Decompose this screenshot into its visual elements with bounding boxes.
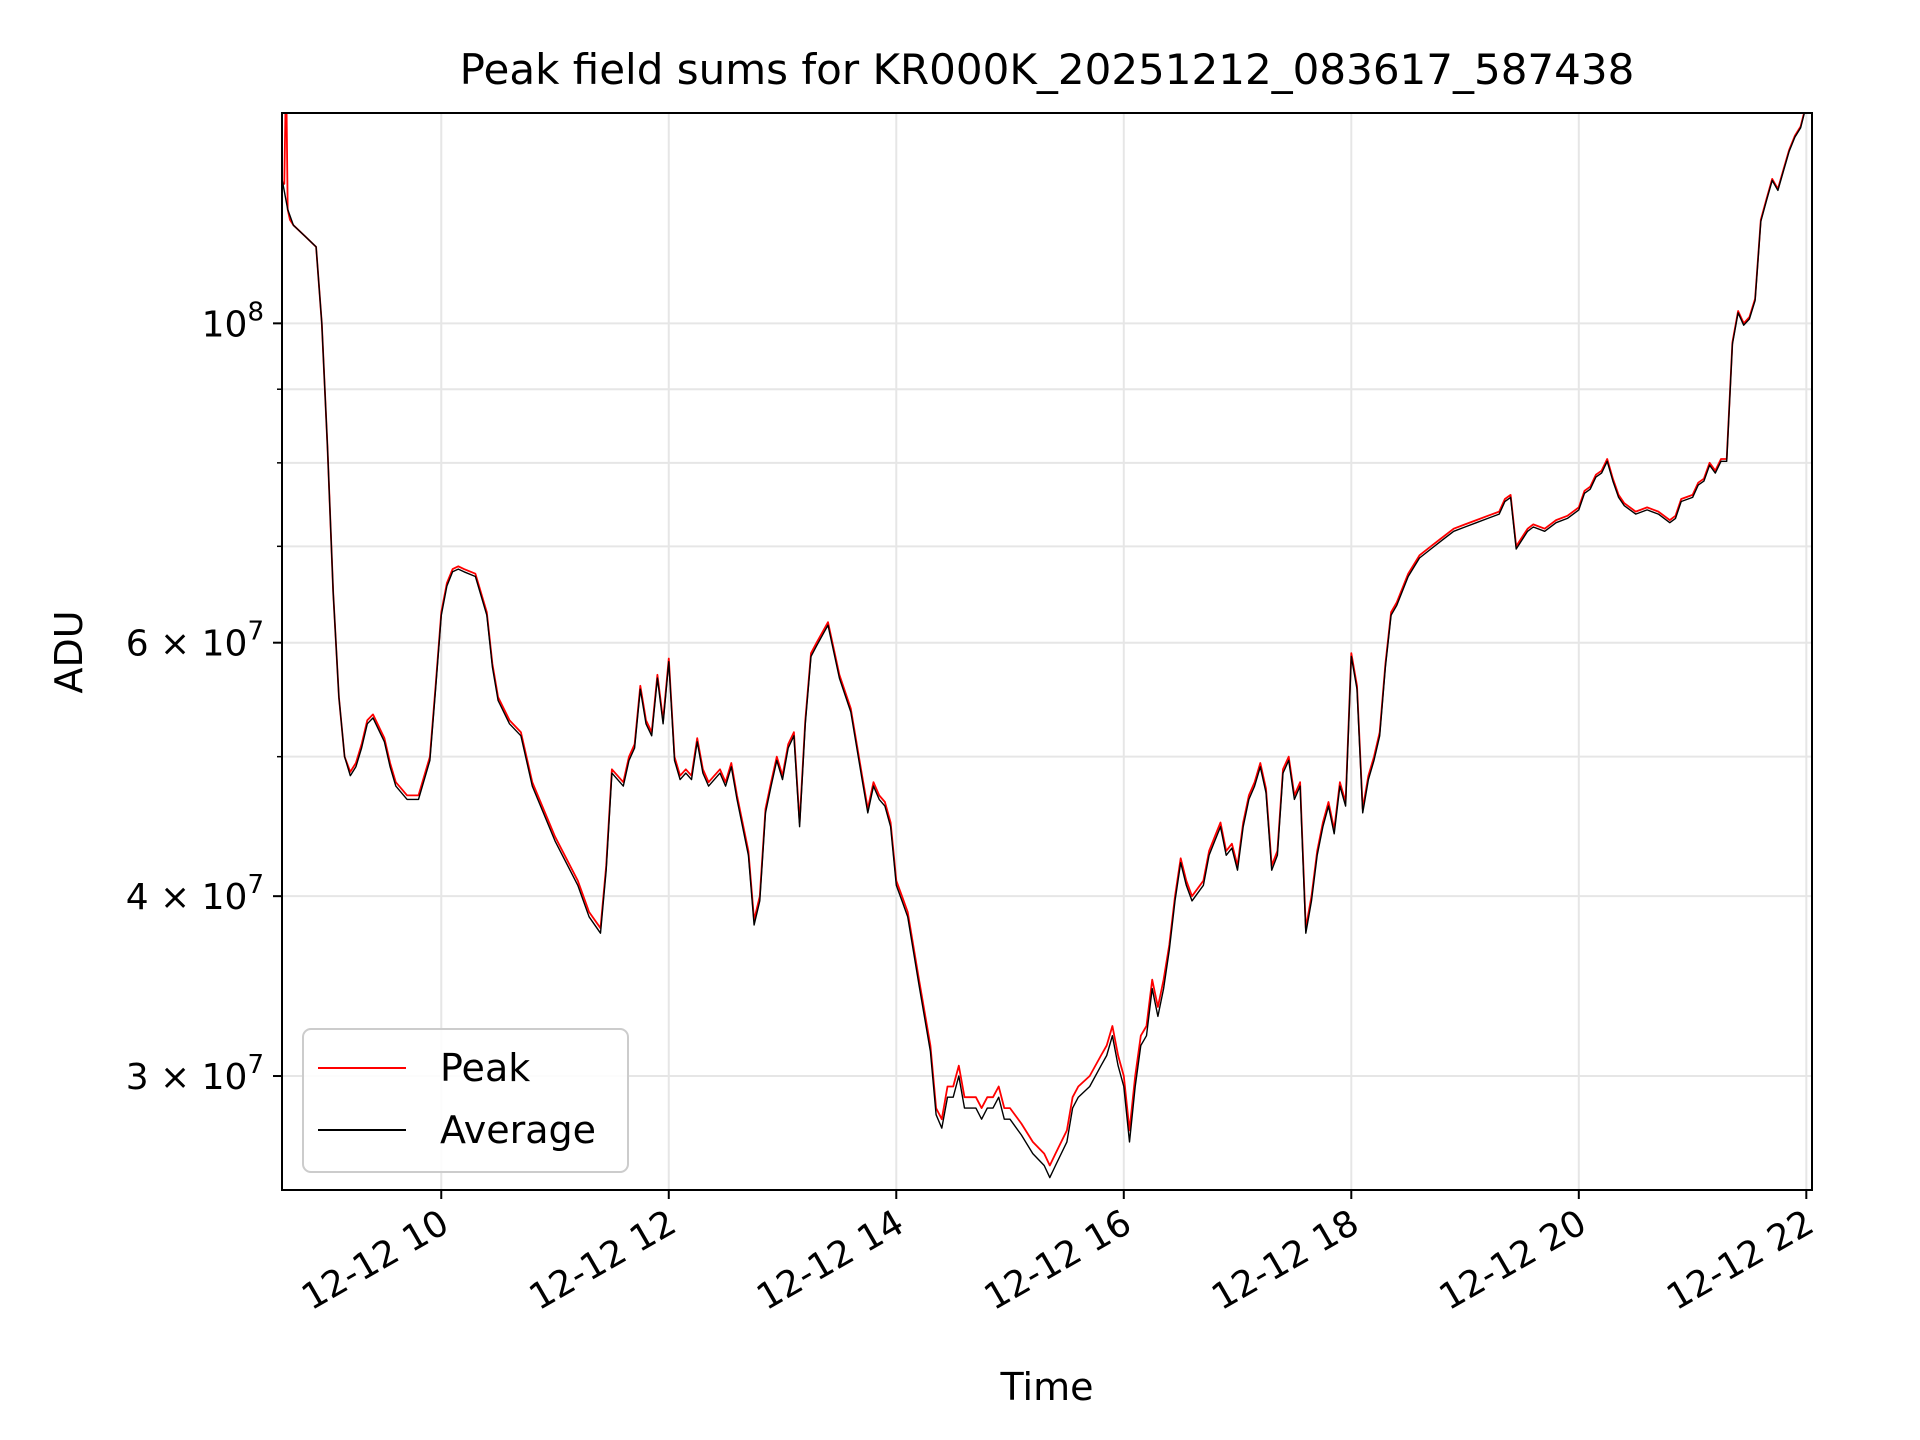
x-axis-label: Time <box>1000 1365 1094 1409</box>
y-tick-label-exponent: 8 <box>247 297 264 327</box>
y-tick-label-base: 10 <box>202 304 248 345</box>
y-tick-label-exponent: 7 <box>247 870 264 900</box>
chart-title: Peak field sums for KR000K_20251212_0836… <box>460 45 1635 94</box>
y-tick-label-base: 3 × 10 <box>126 1057 248 1098</box>
plot-frame <box>281 112 1813 1191</box>
y-tick-label-exponent: 7 <box>247 617 264 647</box>
legend-box <box>302 1028 629 1173</box>
y-tick-label-base: 4 × 10 <box>126 877 248 918</box>
legend: Peak Average <box>302 1028 629 1173</box>
y-tick-label: 108 <box>202 297 264 345</box>
y-tick-label: 3 × 107 <box>126 1050 264 1098</box>
series-line-peak <box>282 113 1805 1167</box>
series-line-average <box>282 113 1806 1179</box>
y-tick-label-exponent: 7 <box>247 1050 264 1080</box>
plot-series <box>282 113 1806 1179</box>
legend-average-label: Average <box>440 1108 596 1152</box>
legend-peak-label: Peak <box>440 1046 530 1090</box>
y-tick-label: 4 × 107 <box>126 870 264 918</box>
y-axis-label: ADU <box>47 610 91 693</box>
y-tick-label: 6 × 107 <box>126 617 264 665</box>
y-tick-label-base: 6 × 10 <box>126 624 248 665</box>
